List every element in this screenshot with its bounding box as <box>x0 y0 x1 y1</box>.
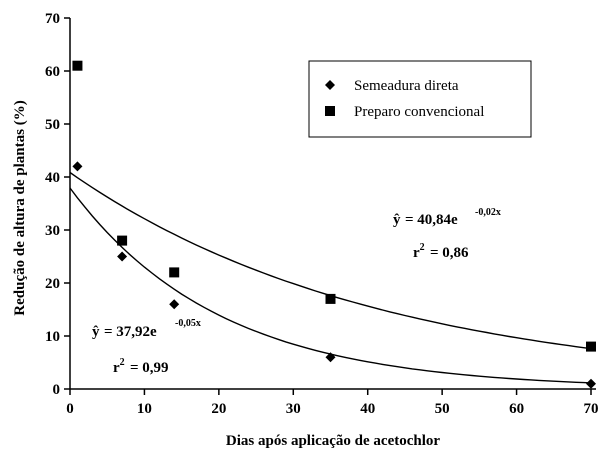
x-tick-label: 60 <box>509 401 524 417</box>
data-point-semeadura <box>586 378 596 389</box>
equation-text-preparo: = 40,84e <box>405 212 458 228</box>
legend-marker-square <box>325 106 335 116</box>
yhat-symbol-preparo: ŷ <box>393 212 401 228</box>
data-point-preparo <box>72 60 83 71</box>
fit-curve-preparo <box>69 171 592 350</box>
legend: Semeadura direta Preparo convencional <box>308 60 532 138</box>
y-tick-label: 30 <box>45 223 60 239</box>
equation-text-semeadura: = 37,92e <box>104 324 157 340</box>
r2-symbol-semeadura: r2 <box>113 357 125 376</box>
x-tick-label: 0 <box>66 401 74 417</box>
x-tick-label: 20 <box>211 401 226 417</box>
legend-box <box>308 60 532 138</box>
y-tick-label: 50 <box>45 117 60 133</box>
x-tick-label: 40 <box>360 401 375 417</box>
r2-symbol-preparo: r2 <box>413 242 425 261</box>
y-tick-label: 70 <box>45 11 60 27</box>
r2-value-preparo: = 0,86 <box>430 245 469 261</box>
legend-label-preparo: Preparo convencional <box>354 104 484 120</box>
x-tick-label: 50 <box>435 401 450 417</box>
x-tick-label: 70 <box>584 401 599 417</box>
data-points <box>72 60 596 389</box>
legend-marker-diamond <box>325 80 335 90</box>
x-tick-label: 10 <box>137 401 152 417</box>
x-axis-title: Dias após aplicação de acetochlor <box>226 433 440 449</box>
y-axis-title: Redução de altura de plantas (%) <box>12 100 28 315</box>
r2-value-semeadura: = 0,99 <box>130 360 169 376</box>
data-point-preparo <box>325 293 336 304</box>
data-point-semeadura <box>117 251 128 262</box>
yhat-symbol-semeadura: ŷ <box>92 324 100 340</box>
y-tick-label: 40 <box>45 170 60 186</box>
equation-preparo: ŷ = 40,84e -0,02x r2 = 0,86 <box>393 207 501 261</box>
fit-curves <box>69 171 592 384</box>
data-point-preparo <box>117 235 128 246</box>
equation-exponent-preparo: -0,02x <box>475 207 501 218</box>
legend-label-semeadura: Semeadura direta <box>354 78 459 94</box>
data-point-semeadura <box>325 352 336 363</box>
data-point-preparo <box>169 267 180 278</box>
data-point-semeadura <box>72 161 83 172</box>
ticks: 0 10 20 30 40 50 60 70 0 10 20 30 40 50 60 70 <box>45 11 599 417</box>
x-tick-label: 30 <box>286 401 301 417</box>
y-tick-label: 60 <box>45 64 60 80</box>
equation-exponent-semeadura: -0,05x <box>175 318 201 329</box>
data-point-semeadura <box>169 299 180 310</box>
data-point-preparo <box>586 341 596 352</box>
y-tick-label: 0 <box>53 382 61 398</box>
axes <box>69 18 596 390</box>
y-tick-label: 20 <box>45 276 60 292</box>
equation-semeadura: ŷ = 37,92e -0,05x r2 = 0,99 <box>92 318 201 376</box>
y-tick-label: 10 <box>45 329 60 345</box>
